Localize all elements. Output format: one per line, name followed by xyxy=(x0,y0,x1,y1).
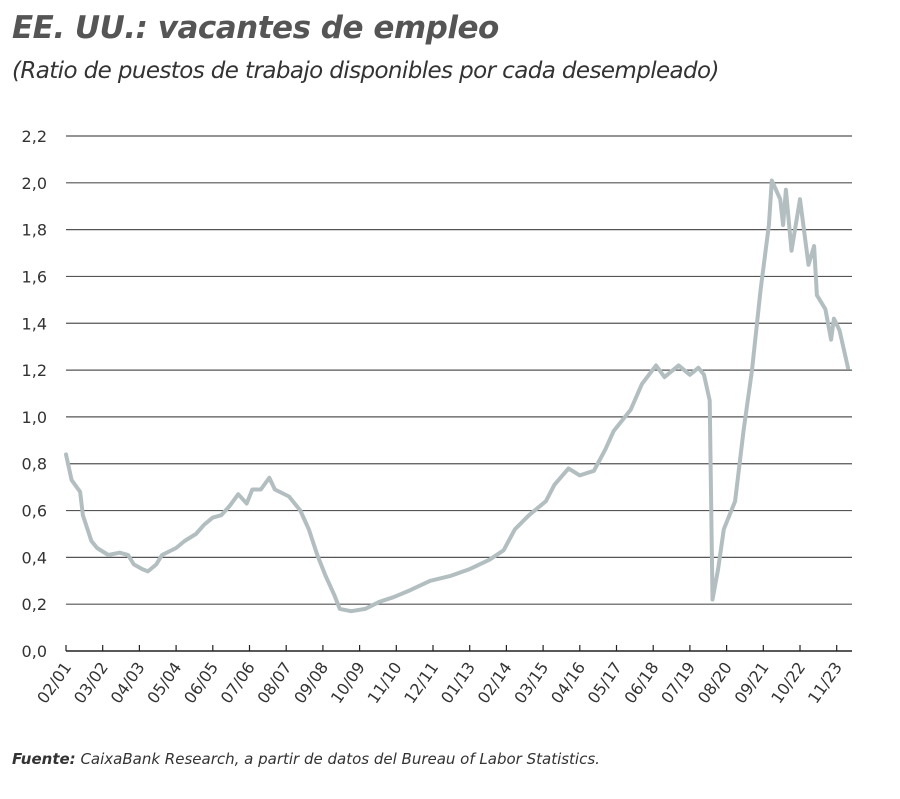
x-tick-label: 10/22 xyxy=(767,658,809,707)
y-tick-label: 0,6 xyxy=(22,502,47,521)
y-tick-label: 1,4 xyxy=(22,314,47,333)
x-tick-label: 05/04 xyxy=(143,658,185,707)
x-tick-label: 05/17 xyxy=(584,658,626,707)
y-tick-label: 0,0 xyxy=(22,642,47,661)
x-tick-label: 07/19 xyxy=(657,658,699,707)
y-tick-label: 1,2 xyxy=(22,361,47,380)
x-tick-label: 11/23 xyxy=(804,658,846,707)
chart-subtitle: (Ratio de puestos de trabajo disponibles… xyxy=(12,58,719,84)
x-tick-label: 04/03 xyxy=(107,658,149,707)
x-tick-label: 09/21 xyxy=(731,658,773,707)
x-tick-label: 02/01 xyxy=(33,658,75,707)
x-tick-label: 03/15 xyxy=(510,658,552,707)
x-tick-label: 09/08 xyxy=(290,658,332,707)
y-tick-label: 2,0 xyxy=(22,174,47,193)
x-tick-label: 02/14 xyxy=(474,658,516,707)
x-tick-label: 03/02 xyxy=(70,658,112,707)
x-tick-label: 06/18 xyxy=(620,658,662,707)
x-tick-label: 08/07 xyxy=(253,658,295,707)
y-tick-label: 0,2 xyxy=(22,595,47,614)
y-tick-label: 1,6 xyxy=(22,267,47,286)
x-tick-label: 01/13 xyxy=(437,658,479,707)
chart-title: EE. UU.: vacantes de empleo xyxy=(12,10,499,46)
x-tick-label: 08/20 xyxy=(694,658,736,707)
x-tick-label: 10/09 xyxy=(327,658,369,707)
x-tick-label: 11/10 xyxy=(364,658,406,707)
source-label: Fuente: xyxy=(12,750,76,768)
source-text: CaixaBank Research, a partir de datos de… xyxy=(75,750,600,768)
y-tick-label: 1,8 xyxy=(22,221,47,240)
source-note: Fuente: CaixaBank Research, a partir de … xyxy=(12,750,600,768)
series-line xyxy=(64,178,850,614)
x-tick-label: 04/16 xyxy=(547,658,589,707)
y-tick-label: 2,2 xyxy=(22,127,47,146)
x-tick-label: 07/06 xyxy=(217,658,259,707)
y-tick-label: 0,4 xyxy=(22,548,47,567)
x-tick-label: 06/05 xyxy=(180,658,222,707)
x-tick-label: 12/11 xyxy=(400,658,442,707)
y-tick-label: 1,0 xyxy=(22,408,47,427)
y-tick-label: 0,8 xyxy=(22,455,47,474)
